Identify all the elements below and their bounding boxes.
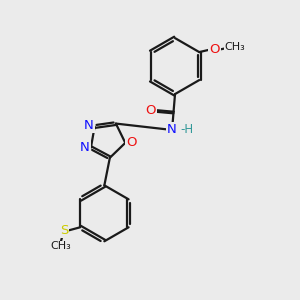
Text: N: N <box>84 118 94 132</box>
Text: O: O <box>146 104 156 117</box>
Text: S: S <box>60 224 68 237</box>
Text: N: N <box>167 124 177 136</box>
Text: CH₃: CH₃ <box>225 42 245 52</box>
Text: N: N <box>80 141 90 154</box>
Text: O: O <box>209 43 220 56</box>
Text: CH₃: CH₃ <box>51 242 71 251</box>
Text: -H: -H <box>180 123 194 136</box>
Text: O: O <box>126 136 136 149</box>
